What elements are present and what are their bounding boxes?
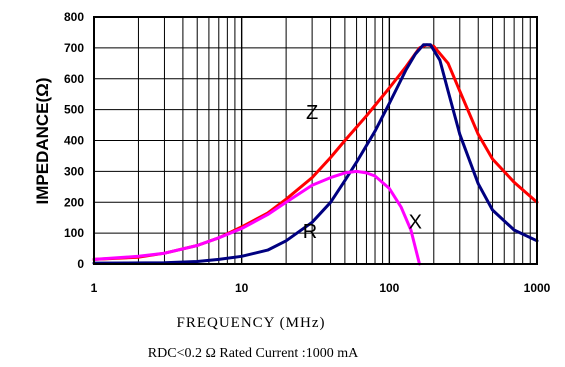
- x-tick-label: 1: [91, 281, 98, 295]
- y-tick-label: 700: [64, 41, 84, 55]
- x-tick-labels: 1 10 100 1000: [91, 281, 551, 295]
- y-tick-label: 200: [64, 195, 84, 209]
- x-tick-label: 1000: [524, 281, 551, 295]
- y-tick-label: 800: [64, 10, 84, 24]
- y-tick-labels: 0 100 200 300 400 500 600 700 800: [64, 10, 84, 271]
- x-axis-label: FREQUENCY (MHz): [176, 315, 325, 331]
- plot-frame: [93, 16, 538, 265]
- series-labels: Z X R: [303, 102, 422, 243]
- y-tick-label: 400: [64, 134, 84, 148]
- footnote: RDC<0.2 Ω Rated Current :1000 mA: [148, 346, 359, 361]
- x-tick-label: 10: [235, 281, 249, 295]
- x-tick-label: 100: [379, 281, 399, 295]
- series-line-r: [92, 169, 421, 266]
- y-tick-label: 500: [64, 103, 84, 117]
- series-label-z: Z: [306, 102, 318, 124]
- y-tick-label: 100: [64, 226, 84, 240]
- y-axis-label: IMPEDANCE(Ω): [33, 78, 52, 205]
- series-line-x: [92, 43, 539, 265]
- series-label-r: R: [303, 221, 317, 243]
- y-tick-label: 600: [64, 72, 84, 86]
- y-tick-label: 300: [64, 164, 84, 178]
- series-label-x: X: [409, 211, 422, 233]
- y-tick-label: 0: [77, 257, 84, 271]
- series-layer: [92, 43, 539, 266]
